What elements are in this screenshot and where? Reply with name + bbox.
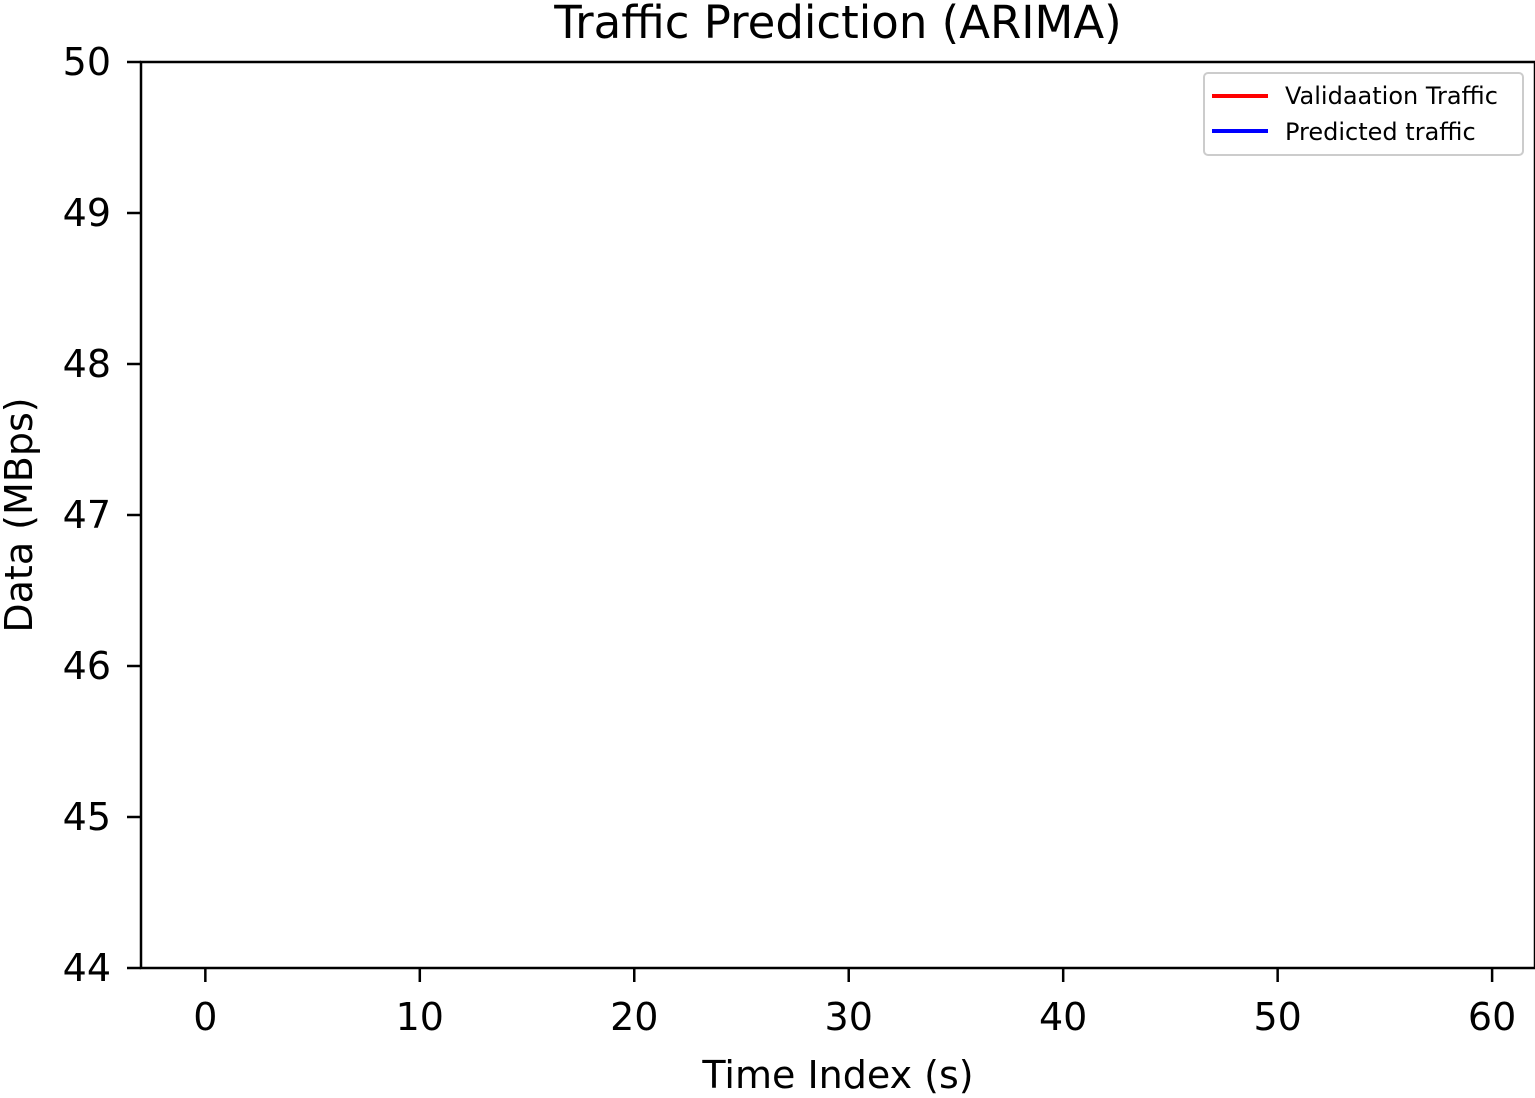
x-tick-label: 60 — [1468, 995, 1516, 1039]
x-axis-title: Time Index (s) — [701, 1053, 973, 1097]
y-tick-label: 47 — [63, 493, 111, 537]
legend: Validaation Traffic Predicted traffic — [1203, 72, 1524, 156]
x-tick-label: 40 — [1039, 995, 1087, 1039]
x-tick-label: 20 — [610, 995, 658, 1039]
y-tick-label: 46 — [63, 644, 111, 688]
legend-label-predicted: Predicted traffic — [1285, 118, 1476, 146]
y-axis: 44 45 46 47 48 49 50 — [63, 40, 141, 990]
y-tick-label: 50 — [63, 40, 111, 84]
chart-title: Traffic Prediction (ARIMA) — [553, 0, 1121, 49]
y-tick-label: 48 — [63, 342, 111, 386]
x-tick-label: 50 — [1253, 995, 1301, 1039]
y-tick-label: 44 — [63, 946, 111, 990]
y-tick-label: 45 — [63, 795, 111, 839]
x-tick-label: 30 — [825, 995, 873, 1039]
x-axis: 0 10 20 30 40 50 60 — [193, 968, 1516, 1039]
x-tick-label: 10 — [396, 995, 444, 1039]
y-axis-title: Data (MBps) — [0, 397, 41, 632]
legend-label-validation: Validaation Traffic — [1285, 82, 1498, 110]
legend-box — [1203, 72, 1524, 156]
y-tick-label: 49 — [63, 191, 111, 235]
x-tick-label: 0 — [193, 995, 217, 1039]
